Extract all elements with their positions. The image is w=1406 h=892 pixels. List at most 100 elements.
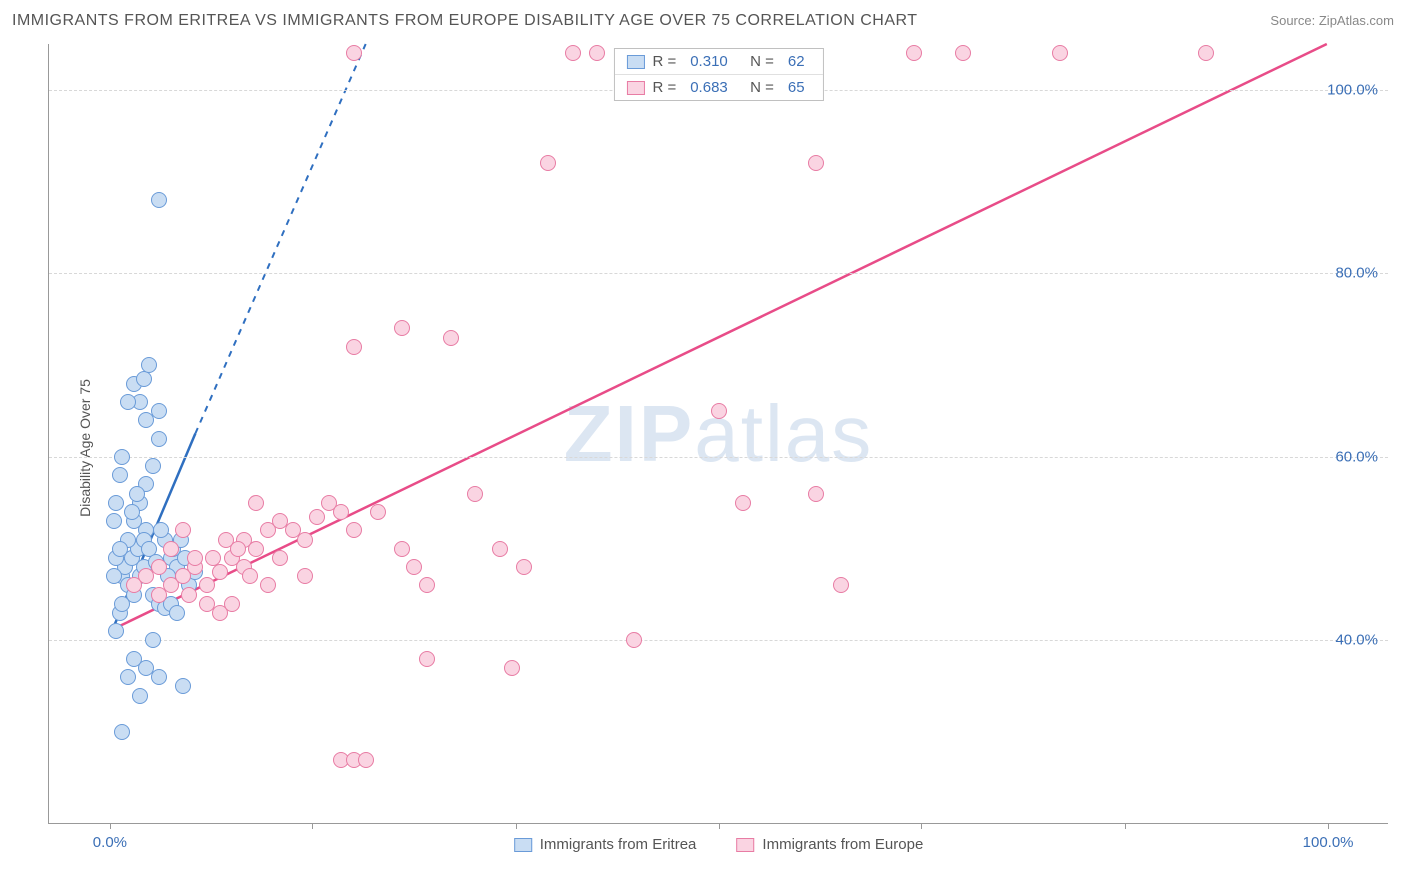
data-point-eritrea bbox=[151, 431, 167, 447]
data-point-europe bbox=[467, 486, 483, 502]
data-point-europe bbox=[248, 541, 264, 557]
data-point-europe bbox=[565, 45, 581, 61]
data-point-europe bbox=[394, 320, 410, 336]
data-point-eritrea bbox=[136, 371, 152, 387]
data-point-europe bbox=[735, 495, 751, 511]
data-point-europe bbox=[516, 559, 532, 575]
data-point-eritrea bbox=[106, 513, 122, 529]
x-tick-label: 100.0% bbox=[1303, 834, 1354, 851]
data-point-europe bbox=[151, 559, 167, 575]
data-point-eritrea bbox=[153, 522, 169, 538]
x-tick-mark bbox=[312, 823, 313, 829]
data-point-eritrea bbox=[151, 192, 167, 208]
data-point-europe bbox=[187, 550, 203, 566]
y-tick-label: 60.0% bbox=[1335, 448, 1378, 465]
x-tick-mark bbox=[516, 823, 517, 829]
legend-item-europe: Immigrants from Europe bbox=[736, 836, 923, 853]
data-point-europe bbox=[224, 596, 240, 612]
source-link[interactable]: ZipAtlas.com bbox=[1319, 13, 1394, 28]
data-point-eritrea bbox=[145, 632, 161, 648]
data-point-europe bbox=[346, 45, 362, 61]
data-point-europe bbox=[589, 45, 605, 61]
data-point-eritrea bbox=[108, 495, 124, 511]
data-point-eritrea bbox=[120, 669, 136, 685]
data-point-europe bbox=[181, 587, 197, 603]
data-point-europe bbox=[199, 577, 215, 593]
r-label: R = bbox=[652, 53, 676, 70]
data-point-europe bbox=[1198, 45, 1214, 61]
legend-swatch bbox=[626, 55, 644, 69]
data-point-europe bbox=[394, 541, 410, 557]
legend-label: Immigrants from Europe bbox=[762, 836, 923, 853]
data-point-eritrea bbox=[175, 678, 191, 694]
chart-title: IMMIGRANTS FROM ERITREA VS IMMIGRANTS FR… bbox=[12, 12, 918, 30]
regression-extension-eritrea bbox=[195, 44, 365, 434]
data-point-europe bbox=[230, 541, 246, 557]
x-tick-mark bbox=[1328, 823, 1329, 829]
data-point-europe bbox=[540, 155, 556, 171]
n-value: 65 bbox=[788, 79, 805, 96]
data-point-europe bbox=[808, 486, 824, 502]
n-value: 62 bbox=[788, 53, 805, 70]
source-attribution: Source: ZipAtlas.com bbox=[1270, 13, 1394, 28]
data-point-eritrea bbox=[112, 467, 128, 483]
data-point-europe bbox=[212, 564, 228, 580]
data-point-eritrea bbox=[120, 394, 136, 410]
data-point-europe bbox=[346, 522, 362, 538]
data-point-eritrea bbox=[145, 458, 161, 474]
data-point-eritrea bbox=[124, 504, 140, 520]
legend-swatch bbox=[626, 81, 644, 95]
series-legend: Immigrants from Eritrea Immigrants from E… bbox=[514, 836, 924, 853]
data-point-eritrea bbox=[151, 669, 167, 685]
gridline bbox=[49, 457, 1388, 458]
legend-item-eritrea: Immigrants from Eritrea bbox=[514, 836, 697, 853]
data-point-europe bbox=[272, 550, 288, 566]
data-point-eritrea bbox=[114, 596, 130, 612]
x-tick-mark bbox=[719, 823, 720, 829]
y-tick-label: 100.0% bbox=[1327, 81, 1378, 98]
y-tick-label: 40.0% bbox=[1335, 632, 1378, 649]
legend-row-europe: R = 0.683 N = 65 bbox=[614, 74, 822, 100]
legend-row-eritrea: R = 0.310 N = 62 bbox=[614, 49, 822, 74]
data-point-eritrea bbox=[106, 568, 122, 584]
correlation-legend: R = 0.310 N = 62 R = 0.683 N = 65 bbox=[613, 48, 823, 101]
data-point-europe bbox=[205, 550, 221, 566]
data-point-europe bbox=[151, 587, 167, 603]
r-value: 0.683 bbox=[690, 79, 728, 96]
data-point-europe bbox=[1052, 45, 1068, 61]
data-point-europe bbox=[711, 403, 727, 419]
data-point-eritrea bbox=[114, 724, 130, 740]
data-point-europe bbox=[370, 504, 386, 520]
legend-label: Immigrants from Eritrea bbox=[540, 836, 697, 853]
data-point-europe bbox=[419, 577, 435, 593]
r-label: R = bbox=[652, 79, 676, 96]
data-point-europe bbox=[504, 660, 520, 676]
data-point-europe bbox=[419, 651, 435, 667]
n-label: N = bbox=[742, 79, 774, 96]
data-point-europe bbox=[358, 752, 374, 768]
n-label: N = bbox=[742, 53, 774, 70]
data-point-europe bbox=[297, 568, 313, 584]
data-point-eritrea bbox=[114, 449, 130, 465]
data-point-europe bbox=[346, 339, 362, 355]
legend-swatch bbox=[514, 838, 532, 852]
data-point-europe bbox=[175, 522, 191, 538]
data-point-europe bbox=[333, 504, 349, 520]
data-point-europe bbox=[626, 632, 642, 648]
data-point-europe bbox=[309, 509, 325, 525]
data-point-europe bbox=[242, 568, 258, 584]
regression-line-europe bbox=[110, 44, 1327, 631]
data-point-europe bbox=[248, 495, 264, 511]
data-point-eritrea bbox=[141, 357, 157, 373]
data-point-eritrea bbox=[129, 486, 145, 502]
gridline bbox=[49, 640, 1388, 641]
data-point-europe bbox=[297, 532, 313, 548]
data-point-europe bbox=[163, 541, 179, 557]
data-point-europe bbox=[260, 577, 276, 593]
data-point-europe bbox=[808, 155, 824, 171]
data-point-eritrea bbox=[132, 688, 148, 704]
x-tick-mark bbox=[1125, 823, 1126, 829]
x-tick-mark bbox=[921, 823, 922, 829]
data-point-eritrea bbox=[112, 541, 128, 557]
r-value: 0.310 bbox=[690, 53, 728, 70]
